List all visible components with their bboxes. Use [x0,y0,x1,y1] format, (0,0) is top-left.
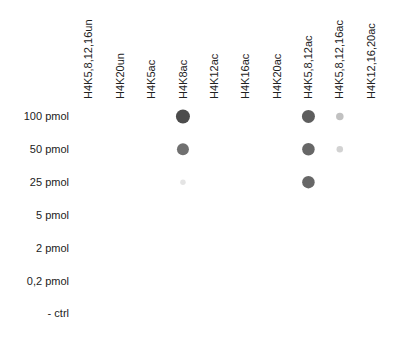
svg-text:2 pmol: 2 pmol [36,242,69,254]
svg-text:- ctrl: - ctrl [48,307,69,319]
svg-text:H4K12,16,20ac: H4K12,16,20ac [365,23,377,99]
svg-text:100 pmol: 100 pmol [24,110,69,122]
svg-text:0,2 pmol: 0,2 pmol [27,275,69,287]
svg-text:50 pmol: 50 pmol [30,143,69,155]
svg-text:H4K5,8,12ac: H4K5,8,12ac [302,35,314,99]
svg-text:H4K20un: H4K20un [114,53,126,99]
svg-text:H4K5,8,12,16ac: H4K5,8,12,16ac [333,20,345,99]
svg-text:H4K8ac: H4K8ac [177,59,189,99]
svg-text:H4K20ac: H4K20ac [271,53,283,99]
svg-text:H4K16ac: H4K16ac [239,53,251,99]
svg-text:H4K12ac: H4K12ac [208,53,220,99]
svg-text:25 pmol: 25 pmol [30,176,69,188]
svg-text:5 pmol: 5 pmol [36,209,69,221]
svg-text:H4K5,8,12,16un: H4K5,8,12,16un [82,19,94,99]
svg-text:H4K5ac: H4K5ac [145,59,157,99]
